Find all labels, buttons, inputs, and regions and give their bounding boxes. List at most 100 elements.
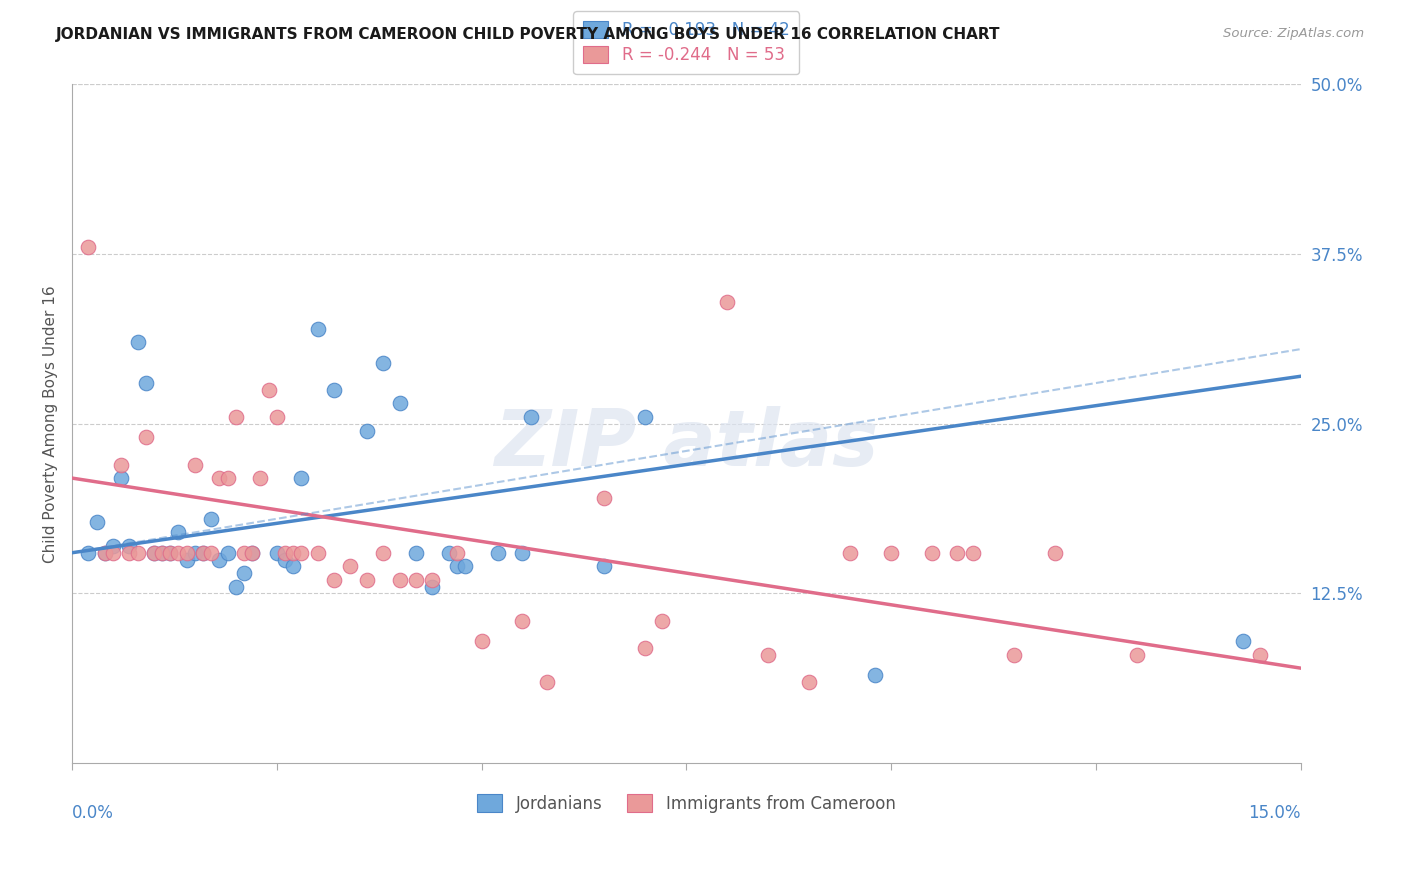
Point (217, 546, 239, 560)
Point (233, 566, 256, 580)
Point (437, 546, 460, 560)
Point (634, 409, 657, 424)
Point (94, 546, 117, 560)
Point (446, 546, 468, 560)
Point (225, 409, 247, 424)
Y-axis label: Child Poverty Among Boys Under 16: Child Poverty Among Boys Under 16 (44, 285, 58, 563)
Point (135, 430, 157, 444)
Point (356, 424, 378, 438)
Point (1002, 648, 1025, 662)
Point (200, 546, 222, 560)
Text: 0.0%: 0.0% (72, 804, 114, 822)
Point (208, 471, 231, 485)
Point (519, 409, 541, 424)
Point (274, 546, 297, 560)
Point (512, 614, 534, 628)
Point (1125, 648, 1147, 662)
Point (101, 546, 124, 560)
Point (77, 240, 100, 254)
Point (634, 640, 657, 655)
Point (512, 546, 534, 560)
Point (470, 634, 492, 648)
Point (240, 546, 263, 560)
Point (159, 546, 181, 560)
Point (716, 294, 738, 309)
Point (323, 383, 346, 397)
Point (150, 546, 173, 560)
Point (339, 559, 361, 574)
Point (249, 471, 271, 485)
Point (86, 515, 108, 529)
Point (307, 546, 329, 560)
Point (651, 614, 673, 628)
Point (135, 376, 157, 390)
Point (159, 546, 181, 560)
Text: JORDANIAN VS IMMIGRANTS FROM CAMEROON CHILD POVERTY AMONG BOYS UNDER 16 CORRELAT: JORDANIAN VS IMMIGRANTS FROM CAMEROON CH… (56, 27, 1001, 42)
Point (1249, 648, 1271, 662)
Point (290, 546, 312, 560)
Point (167, 546, 190, 560)
Point (184, 458, 207, 472)
Point (405, 573, 427, 587)
Point (405, 546, 427, 560)
Point (233, 546, 256, 560)
Point (118, 539, 141, 553)
Point (118, 546, 141, 560)
Point (422, 580, 444, 594)
Point (921, 546, 943, 560)
Legend: Jordanians, Immigrants from Cameroon: Jordanians, Immigrants from Cameroon (467, 784, 905, 822)
Point (323, 573, 346, 587)
Point (454, 559, 477, 574)
Point (266, 546, 288, 560)
Point (880, 546, 903, 560)
Point (863, 668, 886, 682)
Point (1043, 546, 1066, 560)
Point (274, 552, 297, 566)
Text: 15.0%: 15.0% (1249, 804, 1301, 822)
Point (839, 546, 862, 560)
Point (756, 648, 779, 662)
Point (388, 573, 411, 587)
Point (593, 559, 616, 574)
Point (127, 546, 149, 560)
Point (142, 546, 165, 560)
Point (208, 552, 231, 566)
Point (945, 546, 967, 560)
Point (486, 546, 509, 560)
Point (94, 546, 117, 560)
Point (356, 573, 378, 587)
Point (373, 356, 395, 370)
Point (110, 471, 132, 485)
Point (1232, 634, 1254, 648)
Point (110, 458, 132, 472)
Point (184, 546, 207, 560)
Point (167, 525, 190, 540)
Point (307, 322, 329, 336)
Point (200, 512, 222, 526)
Point (176, 546, 198, 560)
Point (281, 546, 304, 560)
Point (446, 559, 468, 574)
Point (142, 546, 165, 560)
Point (266, 409, 288, 424)
Point (422, 573, 444, 587)
Point (225, 580, 247, 594)
Point (176, 552, 198, 566)
Point (191, 546, 214, 560)
Point (101, 539, 124, 553)
Text: ZIP atlas: ZIP atlas (494, 406, 879, 483)
Point (290, 471, 312, 485)
Text: Source: ZipAtlas.com: Source: ZipAtlas.com (1223, 27, 1364, 40)
Point (536, 674, 558, 689)
Point (281, 559, 304, 574)
Point (257, 383, 280, 397)
Point (373, 546, 395, 560)
Point (77, 546, 100, 560)
Point (962, 546, 984, 560)
Point (593, 491, 616, 506)
Point (797, 674, 820, 689)
Point (240, 546, 263, 560)
Point (217, 471, 239, 485)
Point (150, 546, 173, 560)
Point (127, 335, 149, 350)
